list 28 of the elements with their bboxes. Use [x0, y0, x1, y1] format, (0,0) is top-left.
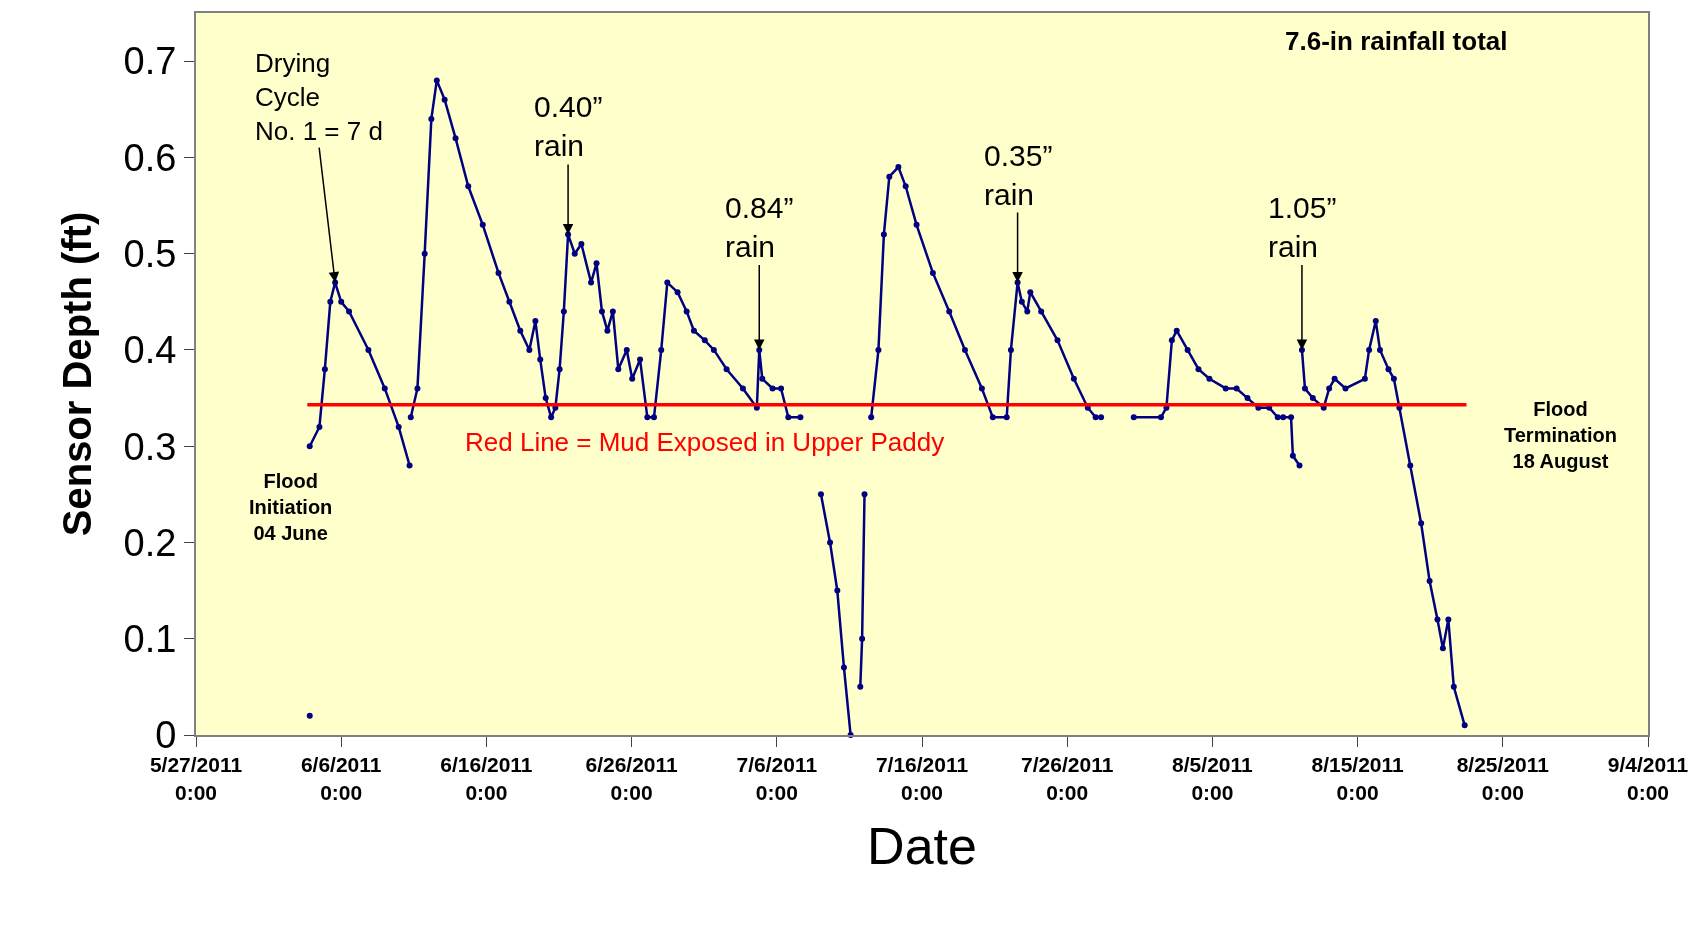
- annotation: 0.35” rain: [984, 139, 1053, 211]
- annotation: Flood Initiation 04 June: [249, 470, 333, 544]
- x-tick-label: 8/25/2011 0:00: [1456, 753, 1550, 804]
- annotation: 0.84” rain: [725, 191, 794, 263]
- x-tick-label: 7/16/2011 0:00: [875, 753, 969, 804]
- annotation: Red Line = Mud Exposed in Upper Paddy: [465, 427, 945, 457]
- y-tick-label: 0.6: [123, 136, 177, 179]
- x-tick-label: 6/26/2011 0:00: [585, 753, 679, 804]
- x-tick-label: 6/6/2011 0:00: [300, 753, 382, 804]
- annotation: 7.6-in rainfall total: [1285, 26, 1508, 56]
- y-tick-label: 0.3: [123, 425, 177, 468]
- annotation: Drying Cycle No. 1 = 7 d: [255, 48, 383, 146]
- x-tick-label: 8/5/2011 0:00: [1172, 753, 1254, 804]
- y-axis-title: Sensor Depth (ft): [54, 211, 99, 537]
- x-tick-label: 7/6/2011 0:00: [736, 753, 818, 804]
- x-tick-label: 9/4/2011 0:00: [1607, 753, 1689, 804]
- x-tick-label: 7/26/2011 0:00: [1021, 753, 1114, 804]
- annotation: 0.40” rain: [534, 90, 603, 162]
- y-tick-label: 0.4: [123, 329, 177, 372]
- y-tick-label: 0.1: [123, 618, 177, 661]
- y-tick-label: 0.2: [123, 521, 177, 564]
- y-tick-label: 0.5: [123, 232, 177, 275]
- annotation: Flood Termination 18 August: [1504, 398, 1617, 472]
- x-tick-label: 6/16/2011 0:00: [440, 753, 533, 804]
- x-tick-label: 8/15/2011 0:00: [1311, 753, 1405, 804]
- y-tick-label: 0.7: [123, 40, 177, 83]
- x-axis-title: Date: [867, 816, 977, 875]
- annotation: 1.05” rain: [1268, 191, 1337, 263]
